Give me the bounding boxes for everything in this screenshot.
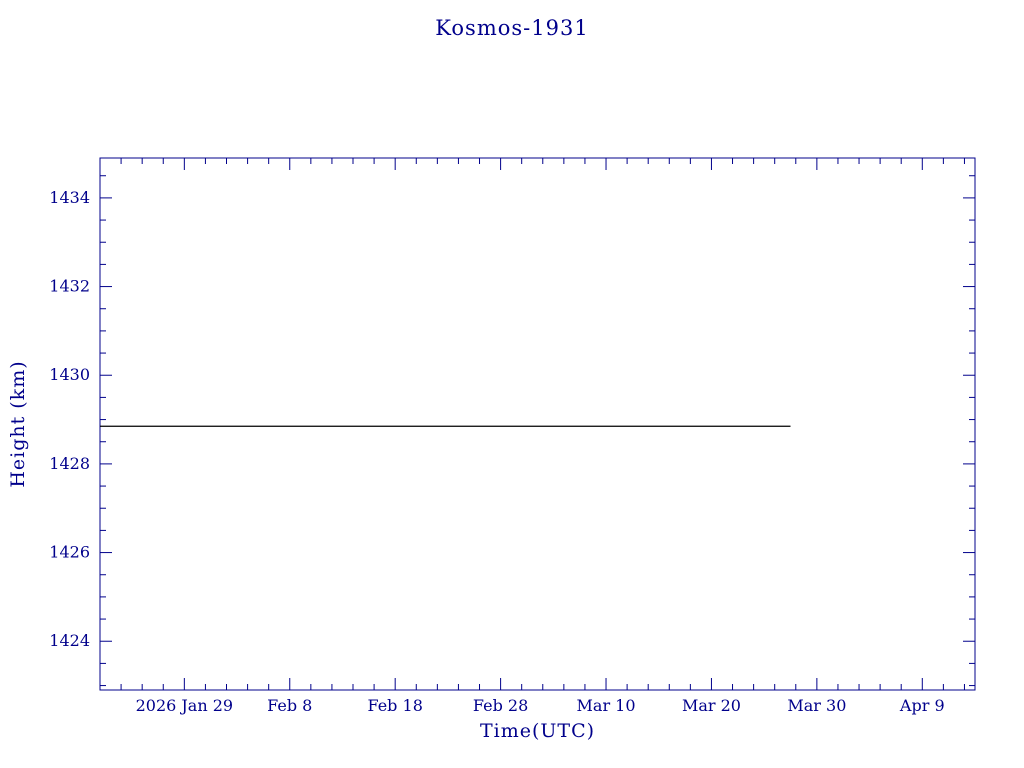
x-axis-label: Time(UTC) bbox=[479, 720, 596, 742]
x-tick-label: Feb 28 bbox=[473, 696, 528, 715]
y-tick-label: 1430 bbox=[49, 365, 90, 384]
y-tick-label: 1426 bbox=[49, 543, 90, 562]
x-tick-label: Mar 20 bbox=[682, 696, 741, 715]
y-tick-label: 1434 bbox=[49, 188, 90, 207]
y-tick-label: 1432 bbox=[49, 277, 90, 296]
x-tick-label: Mar 10 bbox=[577, 696, 636, 715]
chart-title: Kosmos-1931 bbox=[435, 16, 589, 40]
x-tick-label: Feb 18 bbox=[367, 696, 422, 715]
plot-frame bbox=[99, 157, 976, 691]
x-tick-label: Mar 30 bbox=[787, 696, 846, 715]
y-tick-label: 1428 bbox=[49, 454, 90, 473]
x-tick-label: Feb 8 bbox=[267, 696, 312, 715]
x-tick-label: 2026 Jan 29 bbox=[136, 696, 234, 715]
y-tick-label: 1424 bbox=[49, 631, 90, 650]
x-tick-label: Apr 9 bbox=[899, 696, 945, 715]
